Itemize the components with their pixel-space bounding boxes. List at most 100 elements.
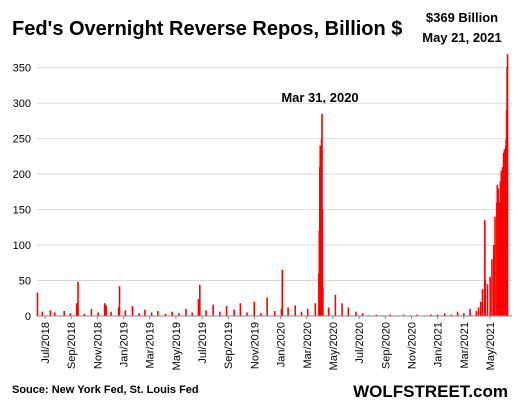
bar xyxy=(83,313,86,316)
annotation-peak-value: $369 Billion xyxy=(426,10,498,25)
bar xyxy=(501,167,504,316)
bar xyxy=(486,284,489,316)
x-tick-label: Nov/2019 xyxy=(249,322,261,369)
bar xyxy=(483,220,486,316)
y-tick-label: 150 xyxy=(13,205,31,217)
y-tick-label: 0 xyxy=(25,311,31,323)
x-tick-label: Jul/2018 xyxy=(40,322,52,364)
x-axis: Jul/2018 Sep/2018 Nov/2018 Jan/2019 Mar/2019… xyxy=(40,316,497,370)
x-tick-label: Mar/2021 xyxy=(459,322,471,368)
bar xyxy=(36,292,39,316)
x-tick-label: May/2020 xyxy=(328,322,340,370)
bar xyxy=(341,303,343,316)
bar xyxy=(499,181,502,316)
bar xyxy=(327,307,330,316)
bar xyxy=(479,301,482,316)
bar xyxy=(281,269,284,316)
bar xyxy=(389,314,392,316)
bar xyxy=(69,313,72,316)
annotation-peak-date: May 21, 2021 xyxy=(422,30,502,45)
y-tick-label: 50 xyxy=(19,276,31,288)
y-tick-label: 300 xyxy=(13,98,31,110)
brand-label: WOLFSTREET.com xyxy=(353,382,508,401)
bar xyxy=(124,310,127,316)
bar xyxy=(260,313,262,316)
bar xyxy=(41,311,44,316)
bar xyxy=(246,312,248,316)
y-tick-label: 100 xyxy=(13,240,31,252)
bar xyxy=(219,311,221,316)
bar xyxy=(266,297,268,316)
bar xyxy=(63,311,66,316)
x-tick-label: Jan/2021 xyxy=(433,322,445,367)
x-tick-label: Sep/2020 xyxy=(380,322,392,369)
bar xyxy=(185,308,187,316)
bar xyxy=(77,281,79,316)
bar xyxy=(497,188,499,316)
x-tick-label: May/2021 xyxy=(485,322,497,370)
bar xyxy=(489,276,491,316)
bar xyxy=(456,311,459,316)
grid-lines xyxy=(37,67,512,282)
bar xyxy=(118,286,121,316)
bar xyxy=(191,312,194,316)
x-tick-label: Sep/2018 xyxy=(66,322,78,369)
x-tick-label: Sep/2019 xyxy=(223,322,235,369)
bars xyxy=(36,54,509,317)
bar xyxy=(75,303,78,316)
x-tick-label: Jan/2019 xyxy=(119,322,131,367)
bar xyxy=(105,305,107,316)
bar xyxy=(498,202,501,316)
bar xyxy=(197,298,200,316)
bar xyxy=(481,289,484,316)
bar xyxy=(273,311,276,316)
bar xyxy=(491,259,493,316)
bar xyxy=(294,305,297,316)
bar xyxy=(402,314,405,316)
bar xyxy=(90,308,93,316)
bar xyxy=(110,311,112,316)
bar xyxy=(469,308,471,316)
source-note: Souce: New York Fed, St. Louis Fed xyxy=(12,384,199,396)
bar xyxy=(164,313,167,316)
bar xyxy=(319,145,322,316)
x-tick-label: Nov/2018 xyxy=(92,322,104,369)
x-tick-label: Mar/2020 xyxy=(302,322,314,368)
x-tick-label: Jul/2020 xyxy=(354,322,366,364)
bar xyxy=(506,54,509,316)
bar xyxy=(496,184,499,316)
bar xyxy=(198,284,201,316)
bar xyxy=(450,314,453,316)
bar xyxy=(492,245,495,316)
bar xyxy=(138,313,140,316)
bar xyxy=(131,306,134,316)
bar xyxy=(300,311,303,316)
x-tick-label: Nov/2020 xyxy=(406,322,418,369)
y-tick-label: 200 xyxy=(13,169,31,181)
bar xyxy=(416,314,418,316)
annotation-march-2020: Mar 31, 2020 xyxy=(281,90,358,105)
bar xyxy=(477,307,480,316)
x-tick-label: May/2019 xyxy=(171,322,183,370)
bar xyxy=(117,307,120,316)
y-tick-label: 250 xyxy=(13,134,31,146)
bar xyxy=(484,280,487,316)
bar xyxy=(306,308,309,316)
bar xyxy=(54,312,56,316)
bar xyxy=(500,170,503,316)
bar xyxy=(430,314,432,316)
bar xyxy=(171,311,173,316)
bar xyxy=(287,307,289,316)
bar xyxy=(157,311,159,316)
x-tick-label: Jul/2019 xyxy=(197,322,209,364)
bar xyxy=(347,307,350,316)
bar xyxy=(502,152,505,316)
x-tick-label: Mar/2019 xyxy=(145,322,157,368)
bar xyxy=(436,314,439,316)
y-tick-label: 350 xyxy=(13,63,31,75)
bar xyxy=(321,209,324,316)
bar xyxy=(212,304,214,316)
x-tick-label: Jan/2020 xyxy=(276,322,288,367)
bar xyxy=(103,303,106,316)
